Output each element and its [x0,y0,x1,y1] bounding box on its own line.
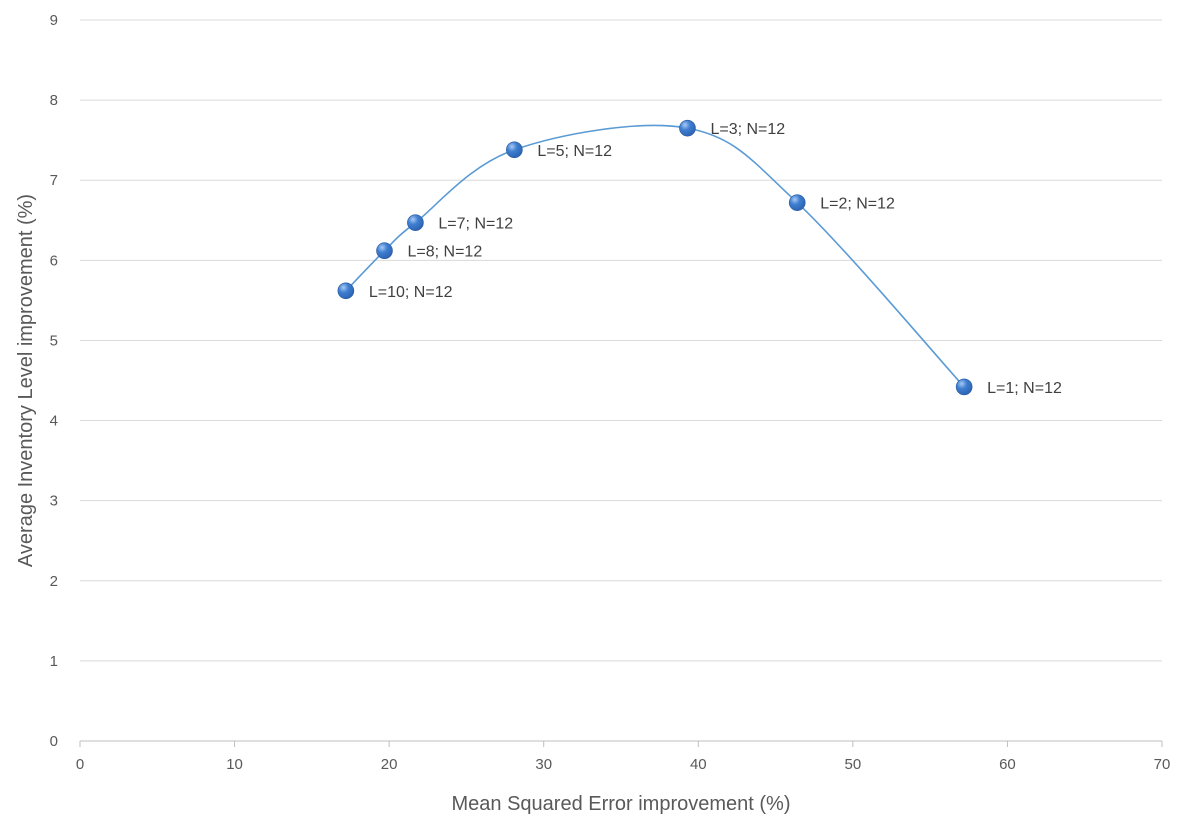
data-point[interactable] [376,242,393,260]
y-tick-label: 6 [50,252,58,269]
data-point[interactable] [679,119,696,137]
data-point-label: L=1; N=12 [987,380,1062,397]
y-axis-title: Average Inventory Level improvement (%) [15,194,37,567]
data-point-label: L=7; N=12 [438,216,513,233]
data-point-label: L=3; N=12 [710,121,785,138]
data-labels: L=10; N=12 L=8; N=12 L=7; N=12 L=5; N=12 L=3… [369,121,1062,397]
y-tick-label: 5 [50,332,58,349]
data-series [337,119,973,396]
y-tick-label: 8 [50,92,58,109]
y-tick-label: 4 [50,413,58,430]
data-point-label: L=2; N=12 [820,196,895,213]
x-tick-label: 20 [381,756,398,773]
data-point[interactable] [407,214,424,231]
data-point[interactable] [506,141,523,159]
x-tick-label: 0 [76,756,84,773]
x-tick-label: 40 [690,756,707,773]
y-tick-label: 3 [50,493,58,510]
x-tick-label: 70 [1154,756,1171,773]
gridlines [80,19,1162,662]
series-line [345,124,965,388]
y-tick-label: 0 [50,733,58,750]
y-tick-label: 9 [50,12,58,29]
axes: 0 1 2 3 4 5 6 7 8 9 0 10 20 30 40 50 60 70 [50,12,1171,773]
data-point-label: L=10; N=12 [369,284,453,301]
x-tick-label: 60 [999,756,1016,773]
x-tick-label: 50 [845,756,862,773]
y-tick-label: 1 [50,653,58,670]
data-point-label: L=5; N=12 [537,143,612,160]
x-axis-title: Mean Squared Error improvement (%) [451,793,790,815]
data-point[interactable] [337,282,355,300]
y-tick-label: 2 [50,573,58,590]
data-point[interactable] [788,194,806,211]
y-tick-label: 7 [50,172,58,189]
data-point[interactable] [955,378,973,396]
x-tick-label: 10 [226,756,243,773]
data-point-label: L=8; N=12 [408,244,483,261]
x-tick-label: 30 [535,756,552,773]
